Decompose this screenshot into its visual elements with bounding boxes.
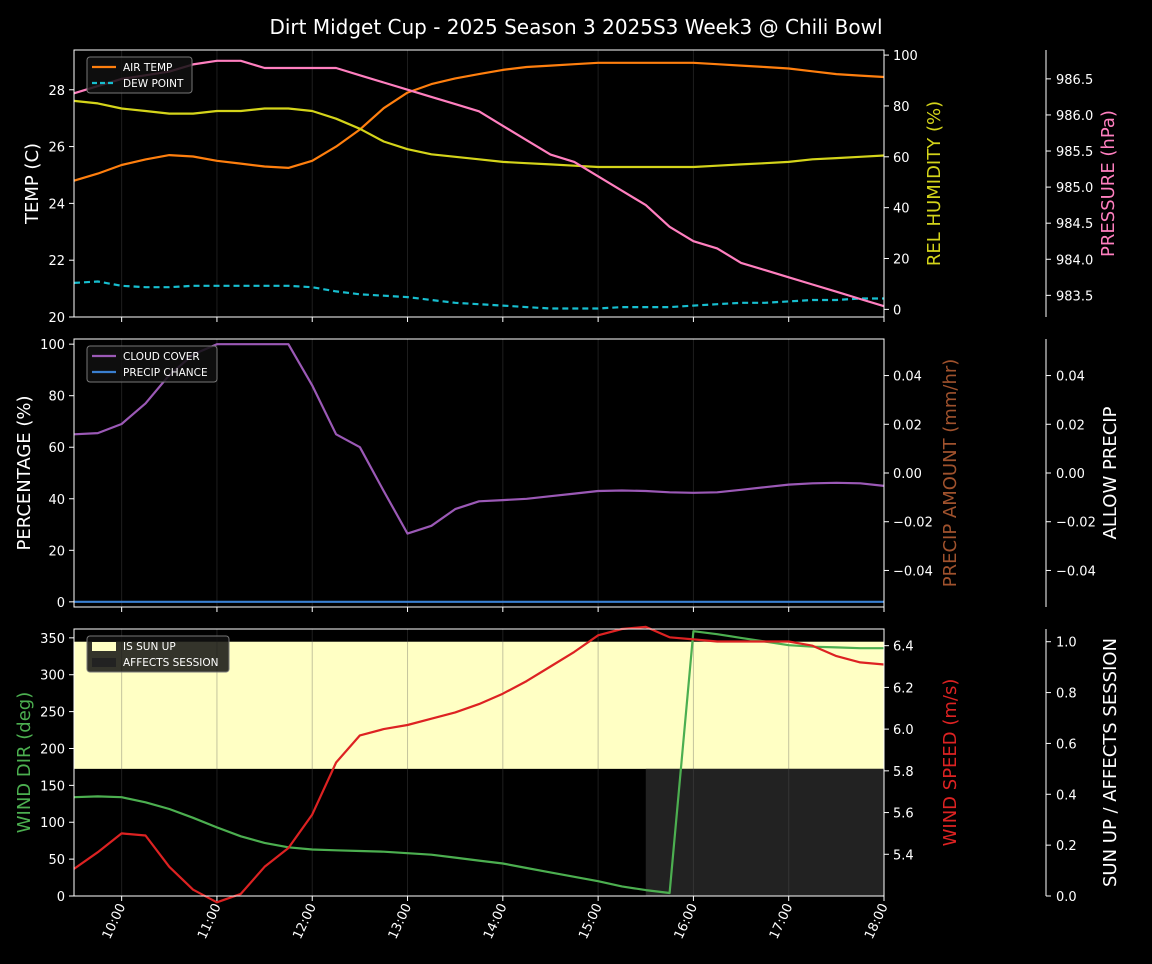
- y3-tick-label: 1.0: [1056, 636, 1077, 651]
- y3-tick-label: 983.5: [1056, 289, 1093, 304]
- y3-tick-label: 0.00: [1056, 467, 1085, 482]
- y2-tick-label: 5.4: [893, 848, 914, 863]
- series-line-air-temp: [73, 61, 885, 182]
- y-tick-label: 350: [40, 632, 65, 647]
- series-line-rel-humidity: [73, 99, 885, 169]
- legend-swatch: [92, 642, 116, 651]
- y-tick-label: 100: [40, 816, 65, 831]
- y3-tick-label: 0.6: [1056, 737, 1077, 752]
- legend-box: [86, 635, 230, 673]
- y-axis-label: WIND DIR (deg): [14, 692, 35, 834]
- y2-tick-label: 40: [893, 202, 910, 217]
- y3-axis-label: ALLOW PRECIP: [1100, 406, 1121, 539]
- y-axis-label: PERCENTAGE (%): [14, 395, 35, 550]
- y-tick-label: 28: [48, 84, 65, 99]
- y-tick-label: 200: [40, 742, 65, 757]
- y3-tick-label: −0.04: [1056, 564, 1096, 579]
- y3-tick-label: 984.0: [1056, 253, 1093, 268]
- y-tick-label: 0: [57, 890, 65, 905]
- legend-label: AIR TEMP: [123, 62, 172, 74]
- y-tick-label: 0: [57, 596, 65, 611]
- panel-wind: 0 50 100 150 200 250 300 350 WIND DIR (deg) 5.4 5.…: [14, 625, 1121, 942]
- y-tick-label: 40: [48, 493, 65, 508]
- y-tick-label: 80: [48, 390, 65, 405]
- y2-tick-label: 80: [893, 100, 910, 115]
- y3-tick-label: −0.02: [1056, 516, 1096, 531]
- y2-tick-label: 20: [893, 253, 910, 268]
- legend: CLOUD COVER PRECIP CHANCE: [86, 345, 218, 383]
- series-line-wind-dir: [73, 630, 884, 895]
- y3-tick-label: 984.5: [1056, 217, 1093, 232]
- y3-tick-label: 985.5: [1056, 145, 1093, 160]
- y3-tick-label: 0.02: [1056, 418, 1085, 433]
- y3-tick-label: 0.04: [1056, 370, 1085, 385]
- legend-label: AFFECTS SESSION: [123, 657, 219, 669]
- y2-tick-label: 6.0: [893, 723, 914, 738]
- y-tick-label: 60: [48, 441, 65, 456]
- y-tick-label: 20: [48, 544, 65, 559]
- y3-tick-label: 0.8: [1056, 687, 1077, 702]
- legend: AIR TEMP DEW POINT: [86, 56, 193, 94]
- y2-tick-label: 5.8: [893, 765, 914, 780]
- plot-frame: [73, 49, 885, 318]
- y3-tick-label: 986.0: [1056, 109, 1093, 124]
- y2-tick-label: 5.6: [893, 807, 914, 822]
- chart-title: Dirt Midget Cup - 2025 Season 3 2025S3 W…: [269, 15, 882, 39]
- y3-tick-label: 986.5: [1056, 73, 1093, 88]
- y2-tick-label: −0.04: [893, 564, 933, 579]
- y3-axis-label: PRESSURE (hPa): [1098, 110, 1119, 257]
- series-line-wind-speed: [73, 625, 885, 904]
- y-tick-label: 300: [40, 669, 65, 684]
- y2-tick-label: 0.04: [893, 370, 922, 385]
- legend-label: PRECIP CHANCE: [123, 367, 208, 379]
- legend-swatch: [92, 658, 116, 667]
- y-tick-label: 24: [48, 197, 65, 212]
- y3-tick-label: 0.4: [1056, 788, 1077, 803]
- y2-tick-label: 0.00: [893, 467, 922, 482]
- y2-tick-label: 6.2: [893, 681, 914, 696]
- y-tick-label: 22: [48, 254, 65, 269]
- y-tick-label: 20: [48, 311, 65, 326]
- y2-tick-label: 0: [893, 303, 901, 318]
- panel-precipitation: 0 20 40 60 80 100 PERCENTAGE (%) −0.04 −0.02 0.00…: [14, 338, 1121, 612]
- y2-tick-label: 6.4: [893, 640, 914, 655]
- y-tick-label: 250: [40, 706, 65, 721]
- panel-temperature: 20 22 24 26 28 TEMP (C) 0 20 40 60 80 100 REL HUMIDI…: [22, 49, 1119, 326]
- y2-tick-label: 60: [893, 151, 910, 166]
- y-tick-label: 50: [48, 853, 65, 868]
- y3-tick-label: 985.0: [1056, 181, 1093, 196]
- y2-axis-label: WIND SPEED (m/s): [940, 679, 961, 847]
- plot-frame: [73, 628, 885, 897]
- y-axis-label: TEMP (C): [22, 143, 43, 225]
- y3-tick-label: 0.0: [1056, 890, 1077, 905]
- y-tick-label: 100: [40, 338, 65, 353]
- y2-axis-label: REL HUMIDITY (%): [924, 101, 945, 266]
- legend-label: DEW POINT: [123, 78, 184, 90]
- y2-tick-label: 0.02: [893, 418, 922, 433]
- legend-box: [86, 345, 218, 383]
- legend: IS SUN UP AFFECTS SESSION: [86, 635, 230, 673]
- y-tick-label: 26: [48, 141, 65, 156]
- series-line-dew-point: [73, 280, 884, 310]
- y2-tick-label: 100: [893, 49, 918, 64]
- legend-label: CLOUD COVER: [123, 351, 200, 363]
- y2-axis-label: PRECIP AMOUNT (mm/hr): [940, 359, 961, 588]
- legend-label: IS SUN UP: [123, 641, 176, 653]
- y3-tick-label: 0.2: [1056, 839, 1077, 854]
- y-tick-label: 150: [40, 779, 65, 794]
- y2-tick-label: −0.02: [893, 516, 933, 531]
- affects-session-band: [645, 768, 884, 896]
- series-line-pressure: [73, 59, 885, 308]
- y3-axis-label: SUN UP / AFFECTS SESSION: [1100, 638, 1121, 887]
